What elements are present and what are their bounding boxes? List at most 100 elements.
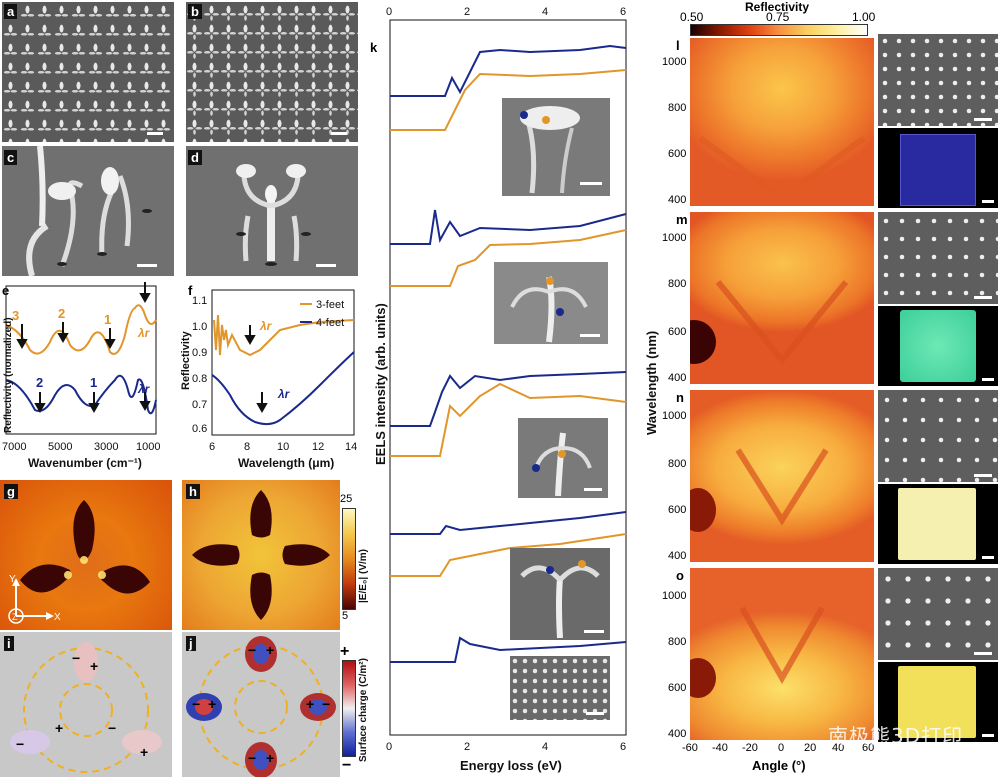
x-axis-label: Energy loss (eV) (460, 758, 562, 773)
xtick: 8 (244, 441, 250, 453)
charge-sign-plus: + (90, 658, 99, 674)
panel-j-charge-map: − + − + + − − + (182, 632, 340, 777)
panel-label-c: c (4, 150, 18, 165)
charge-sign-minus: − (16, 736, 25, 752)
eels-blue-4 (390, 511, 627, 535)
series-3-feet (213, 314, 355, 357)
reflectivity-tick: 0.50 (680, 10, 704, 24)
marker-top-1: 1 (104, 312, 111, 327)
panel-label-l: l (676, 38, 680, 53)
ytick: 1.1 (192, 295, 207, 307)
x-axis-label: Angle (°) (752, 758, 806, 773)
marker-top-2: 2 (58, 306, 65, 321)
eels-inset-2 (494, 262, 608, 344)
ytick-n: 400 (668, 550, 687, 562)
charge-colorbar-minus: − (342, 757, 352, 774)
eels-inset-1 (502, 98, 610, 196)
svg-text:Reflectivity: Reflectivity (180, 330, 192, 390)
marker-bottom-2: 2 (36, 375, 43, 390)
ytick-o: 600 (668, 682, 687, 694)
panel-m-map (690, 212, 874, 384)
xtick: -60 (682, 742, 698, 754)
panel-label-n: n (676, 390, 684, 405)
lambda-top: λr (137, 326, 151, 340)
panel-g-field-map: Y X Z (0, 480, 172, 630)
xtick: 0 (778, 742, 785, 754)
xtick: 7000 (2, 441, 26, 453)
ytick-m: 1000 (662, 232, 687, 244)
ytick: 0.9 (192, 347, 207, 359)
xtick: 3000 (94, 441, 118, 453)
charge-sign-plus: + (266, 750, 275, 766)
panel-label-k: k (370, 40, 378, 55)
panel-a-image (2, 2, 174, 142)
charge-sign-minus: − (322, 696, 331, 712)
ytick: 0.8 (192, 373, 207, 385)
series-3-feet (5, 304, 157, 355)
panel-c-image (2, 146, 174, 276)
charge-sign-minus: − (192, 696, 201, 712)
photo-sample (900, 310, 976, 382)
array-sem-n (878, 390, 998, 482)
panel-lmno-ylabel: Wavelength (nm) (644, 331, 659, 435)
xtick-top: 4 (542, 6, 548, 18)
xtick: 14 (345, 441, 357, 453)
scale-bar (974, 296, 992, 299)
photo-sample (898, 666, 976, 738)
xtick: 40 (832, 742, 845, 754)
ytick: 0.6 (192, 423, 207, 435)
xtick: -40 (712, 742, 728, 754)
x-axis-label: Wavelength (μm) (238, 456, 334, 470)
scale-bar (584, 630, 604, 633)
color-photo-m (878, 306, 998, 386)
xtick: 12 (312, 441, 324, 453)
svg-text:Reflectivity (normalized): Reflectivity (normalized) (3, 317, 14, 433)
array-sem-l (878, 34, 998, 126)
ytick-m: 400 (668, 372, 687, 384)
svg-text:EELS intensity (arb. units): EELS intensity (arb. units) (373, 303, 388, 465)
panel-d-image (186, 146, 358, 276)
svg-text:|E/E₀| (V/m): |E/E₀| (V/m) (358, 549, 369, 603)
charge-sign-minus: − (248, 750, 257, 766)
panel-k-ylabel: EELS intensity (arb. units) (373, 303, 388, 465)
lambda-top: λr (259, 319, 273, 333)
field-colorbar-max: 25 (340, 493, 353, 505)
xtick-top: 2 (464, 6, 470, 18)
ytick-o: 800 (668, 636, 687, 648)
photo-sample (898, 488, 976, 560)
scale-bar (580, 182, 602, 185)
panel-i-charge-map: − + + − − + (0, 632, 172, 777)
color-photo-o (878, 662, 998, 742)
xtick-bottom: 0 (386, 741, 392, 753)
charge-colorbar (342, 660, 356, 757)
eels-orange-3 (390, 382, 627, 457)
eels-blue-5 (390, 636, 627, 663)
xtick: 20 (804, 742, 817, 754)
panel-o-map (690, 568, 874, 740)
charge-colorbar-plus: + (340, 643, 350, 660)
eels-blue-3 (390, 371, 627, 427)
ytick-l: 1000 (662, 56, 687, 68)
axis-x: X (54, 612, 61, 623)
panel-f-ylabel: Reflectivity (180, 330, 192, 390)
panel-b-image (186, 2, 358, 142)
color-photo-n (878, 484, 998, 564)
scale-bar (974, 474, 992, 477)
reflectivity-tick: 1.00 (852, 10, 876, 24)
scale-bar (316, 264, 336, 267)
ytick-n: 800 (668, 458, 687, 470)
ytick-l: 400 (668, 194, 687, 206)
panel-label-b: b (188, 4, 202, 19)
array-sem-o (878, 568, 998, 660)
legend-3-feet: 3-feet (316, 299, 344, 311)
panel-f-chart: 3-feet 4-feet λr λr 1.1 1.0 0.9 0.8 0.7 … (192, 289, 357, 470)
xtick-top: 0 (386, 6, 392, 18)
panel-label-a: a (4, 4, 18, 19)
xtick: 1000 (136, 441, 160, 453)
series-4-feet (5, 374, 157, 415)
marker-bottom-1: 1 (90, 375, 97, 390)
scale-bar (974, 118, 992, 121)
xtick: 5000 (48, 441, 72, 453)
panel-label-i: i (4, 636, 14, 651)
charge-sign-plus: + (55, 720, 64, 736)
